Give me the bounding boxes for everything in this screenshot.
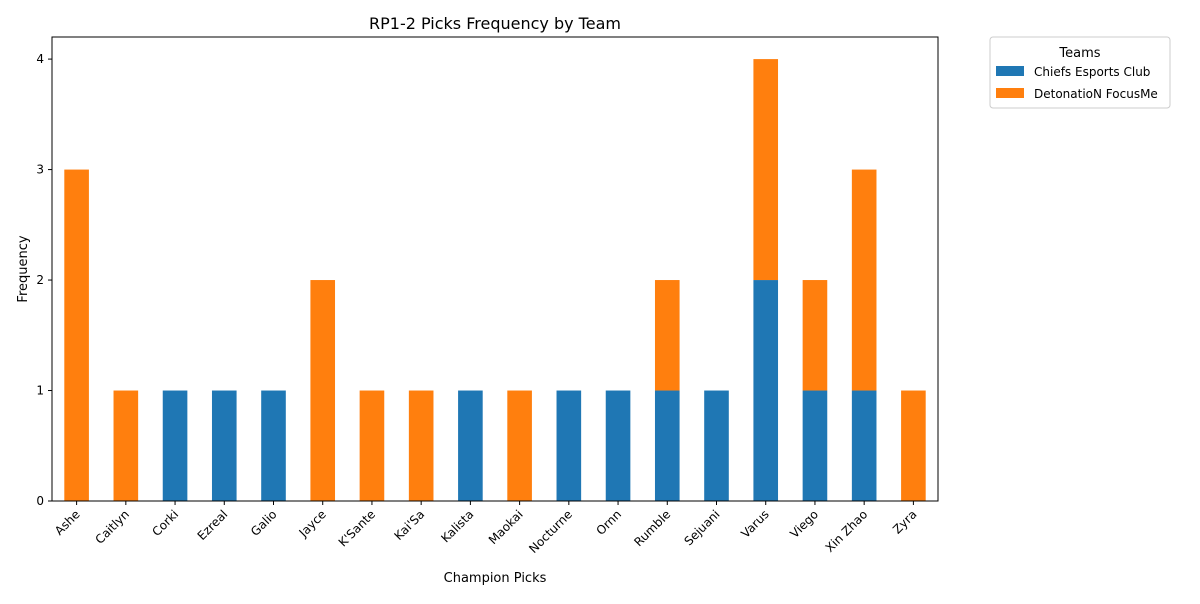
bar-detonation-caitlyn <box>113 390 139 501</box>
x-tick-label: Rumble <box>631 507 673 549</box>
x-tick-label: Jayce <box>296 507 329 540</box>
y-tick-label: 1 <box>36 384 44 398</box>
y-tick-label: 0 <box>36 494 44 508</box>
y-axis-label: Frequency <box>16 235 31 302</box>
bar-chiefs-sejuani <box>704 390 729 501</box>
bar-detonation-viego <box>802 280 828 391</box>
x-tick-label: Viego <box>787 507 821 541</box>
legend-items: Chiefs Esports Club DetonatioN FocusMe <box>996 65 1158 101</box>
x-tick-label: Galio <box>248 507 280 539</box>
bar-detonation-kai-sa <box>408 390 434 501</box>
bar-chiefs-nocturne <box>556 390 582 501</box>
bar-detonation-zyra <box>901 390 926 501</box>
x-tick-label: Ezreal <box>195 507 231 543</box>
x-tick-label: Kai'Sa <box>391 507 427 543</box>
x-tick-label: Corki <box>149 507 181 539</box>
y-tick-label: 4 <box>36 52 44 66</box>
bar-detonation-rumble <box>654 280 680 391</box>
bar-chiefs-rumble <box>654 390 680 501</box>
bar-chiefs-xin-zhao <box>851 390 877 501</box>
bar-chiefs-ornn <box>605 390 631 501</box>
x-axis-label: Champion Picks <box>444 571 547 586</box>
x-tick-label: Sejuani <box>681 507 722 548</box>
x-axis: Ashe Caitlyn Corki Ezreal Galio Jayce K'Sante K… <box>52 501 920 556</box>
x-tick-label: Nocturne <box>526 507 575 556</box>
y-axis: 0 1 2 3 4 <box>36 52 52 508</box>
bar-detonation-jayce <box>310 280 336 501</box>
legend-swatch-detonation <box>996 88 1024 98</box>
x-tick-label: Caitlyn <box>92 507 131 546</box>
bar-detonation-ashe <box>64 169 89 502</box>
bar-detonation-maokai <box>507 390 532 501</box>
bar-chiefs-viego <box>802 390 828 501</box>
legend-frame <box>989 36 1171 109</box>
legend: Teams Chiefs Esports Club DetonatioN Focu… <box>989 36 1171 109</box>
y-tick-label: 3 <box>36 163 44 177</box>
bar-chiefs-galio <box>261 390 286 501</box>
x-tick-label: K'Sante <box>336 507 378 549</box>
chart-title: RP1-2 Picks Frequency by Team <box>369 14 621 33</box>
bar-chiefs-ezreal <box>211 390 237 501</box>
x-tick-label: Varus <box>738 507 772 541</box>
legend-label-detonation: DetonatioN FocusMe <box>1034 87 1158 101</box>
x-tick-label: Xin Zhao <box>823 507 871 555</box>
x-tick-label: Maokai <box>486 507 526 547</box>
bar-detonation-xin-zhao <box>851 169 877 391</box>
legend-title: Teams <box>1058 46 1100 61</box>
plot-frame <box>51 36 939 502</box>
bar-chiefs-kalista <box>458 390 483 501</box>
bar-chiefs-corki <box>162 390 188 501</box>
bars-layer <box>64 59 926 502</box>
x-tick-label: Ornn <box>593 507 624 538</box>
bar-detonation-varus <box>753 59 779 281</box>
x-tick-label: Ashe <box>52 507 83 538</box>
legend-label-chiefs: Chiefs Esports Club <box>1034 65 1150 79</box>
legend-swatch-chiefs <box>996 66 1024 76</box>
x-tick-label: Kalista <box>438 507 476 545</box>
x-tick-label: Zyra <box>890 507 919 536</box>
y-tick-label: 2 <box>36 273 44 287</box>
bar-chiefs-varus <box>753 280 779 501</box>
bar-detonation-k-sante <box>359 390 385 501</box>
